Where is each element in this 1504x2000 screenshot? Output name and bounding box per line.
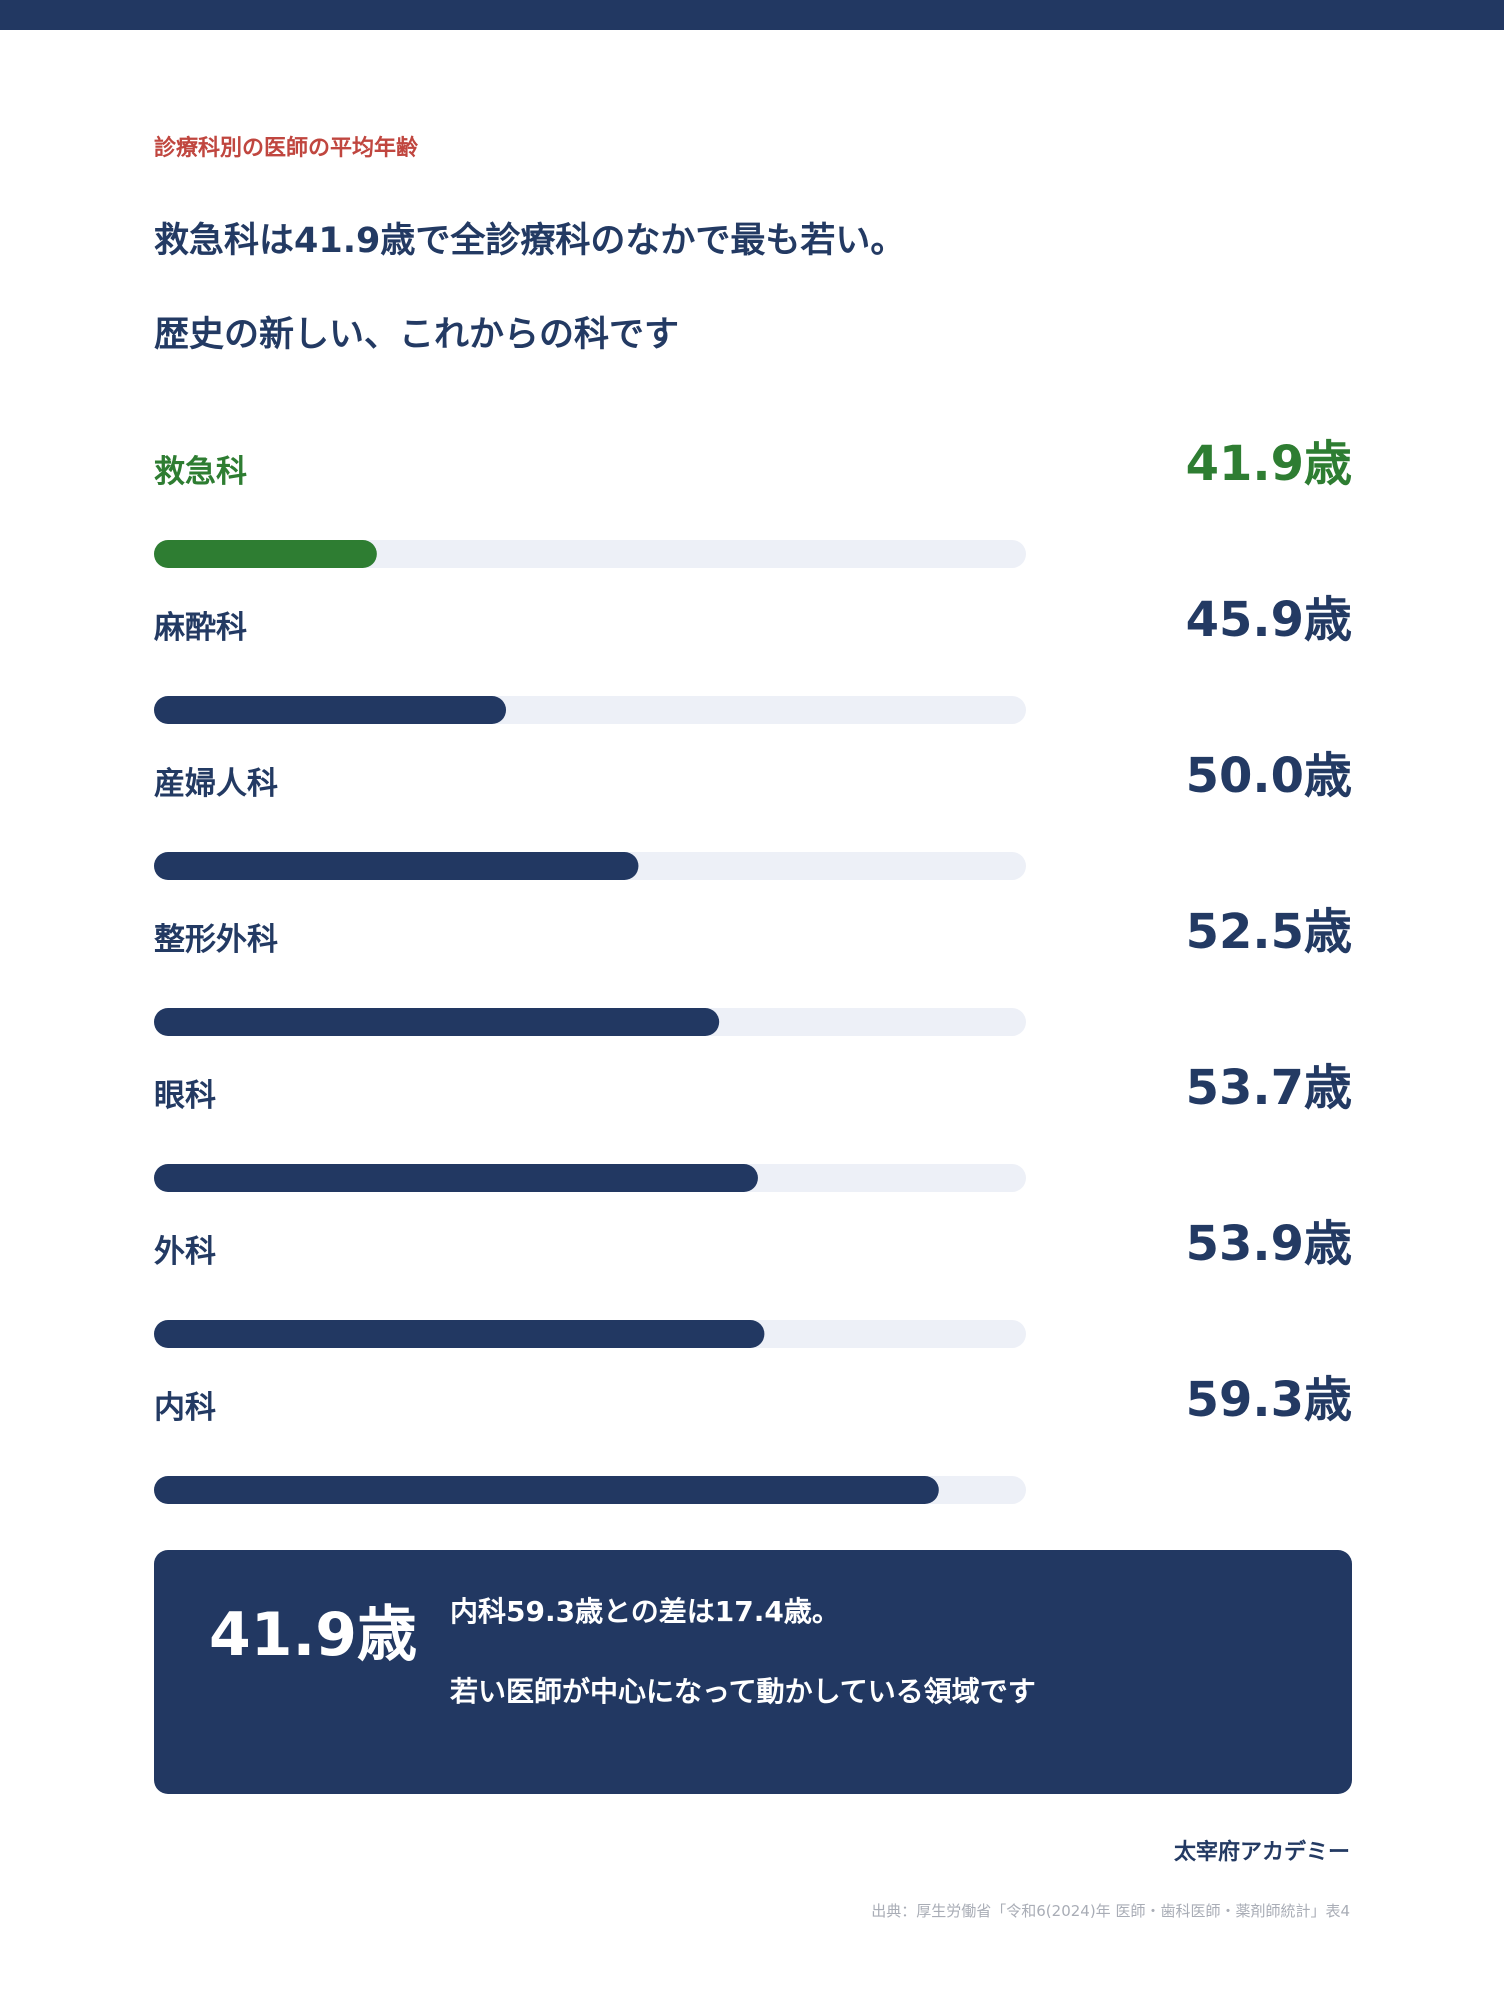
top-band bbox=[0, 0, 1504, 30]
summary-line-1: 内科59.3歳との差は17.4歳。 bbox=[450, 1595, 840, 1628]
value-label: 53.9歳 bbox=[1186, 1216, 1352, 1272]
source-note: 出典：厚生労働省「令和6(2024)年 医師・歯科医師・薬剤師統計」表4 bbox=[871, 1902, 1350, 1920]
category-label: 産婦人科 bbox=[154, 766, 278, 802]
category-label: 麻酔科 bbox=[154, 610, 247, 646]
brand-label: 太宰府アカデミー bbox=[1173, 1840, 1350, 1865]
summary-value: 41.9歳 bbox=[209, 1600, 418, 1670]
value-label: 45.9歳 bbox=[1186, 592, 1352, 648]
bar bbox=[154, 1164, 758, 1192]
value-label: 41.9歳 bbox=[1186, 436, 1352, 492]
summary-panel: 41.9歳 内科59.3歳との差は17.4歳。 若い医師が中心になって動かしてい… bbox=[154, 1550, 1352, 1794]
value-label: 53.7歳 bbox=[1186, 1060, 1352, 1116]
bar bbox=[154, 1320, 765, 1348]
category-label: 整形外科 bbox=[154, 922, 278, 958]
category-label: 外科 bbox=[154, 1234, 216, 1270]
bar bbox=[154, 1476, 939, 1504]
bar bbox=[154, 852, 639, 880]
value-label: 59.3歳 bbox=[1186, 1372, 1352, 1428]
category-label: 眼科 bbox=[154, 1078, 216, 1114]
category-label: 救急科 bbox=[154, 454, 247, 490]
summary-line-2: 若い医師が中心になって動かしている領域です bbox=[450, 1675, 1036, 1708]
bar bbox=[154, 696, 507, 724]
category-label: 内科 bbox=[154, 1390, 216, 1426]
kicker-label: 診療科別の医師の平均年齢 bbox=[154, 136, 419, 161]
headline-line-1: 救急科は41.9歳で全診療科のなかで最も若い。 bbox=[154, 221, 906, 261]
value-label: 52.5歳 bbox=[1186, 904, 1352, 960]
value-label: 50.0歳 bbox=[1186, 748, 1352, 804]
headline-line-2: 歴史の新しい、これからの科です bbox=[154, 315, 680, 355]
bar bbox=[154, 1008, 720, 1036]
bar bbox=[154, 540, 377, 568]
